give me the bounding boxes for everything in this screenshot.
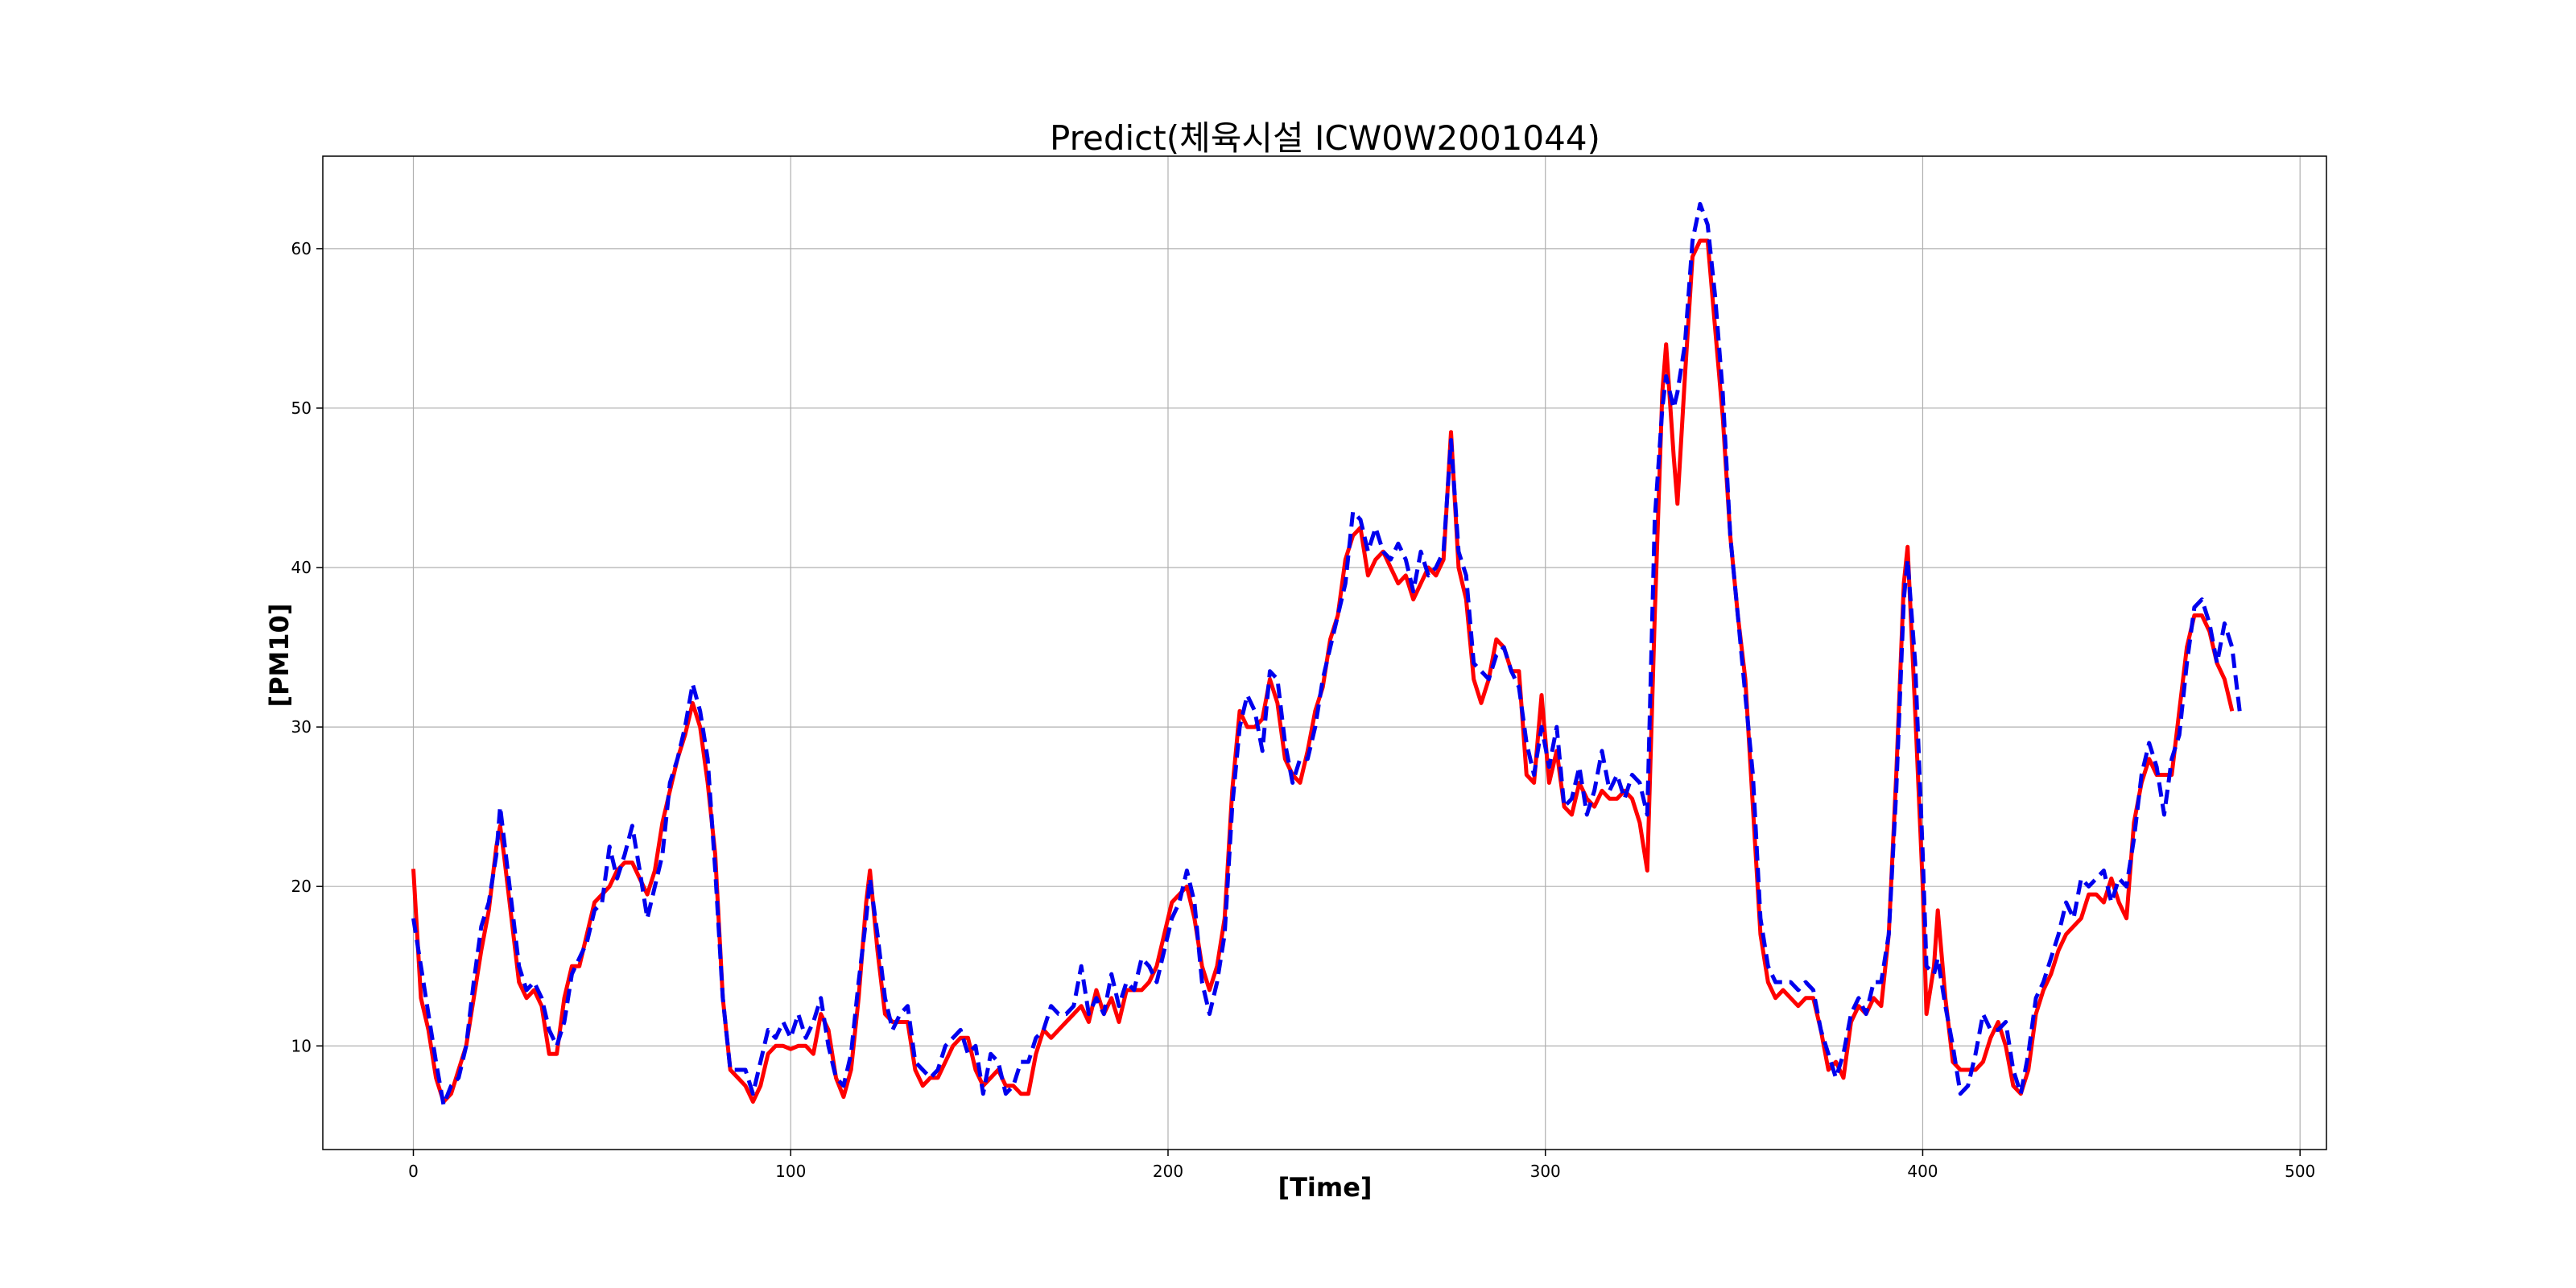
x-tick-label: 200 xyxy=(1153,1162,1183,1181)
y-tick-label: 20 xyxy=(291,877,312,896)
plot-frame xyxy=(322,155,2327,1150)
series-layer xyxy=(411,201,2242,1107)
x-tick-label: 500 xyxy=(2285,1162,2315,1181)
series-line-2 xyxy=(411,201,2242,1107)
y-tick-label: 50 xyxy=(291,398,312,418)
y-tick-label: 10 xyxy=(291,1036,312,1055)
chart-title: Predict(체육시설 ICW0W2001044) xyxy=(1050,118,1600,158)
x-axis-label: [Time] xyxy=(1278,1172,1372,1203)
x-tick-label: 300 xyxy=(1530,1162,1561,1181)
y-tick-label: 40 xyxy=(291,558,312,577)
y-tick-label: 60 xyxy=(291,239,312,258)
x-tick-label: 0 xyxy=(408,1162,419,1181)
y-tick-label: 30 xyxy=(291,717,312,737)
x-tick-label: 400 xyxy=(1907,1162,1938,1181)
tick-layer: 0 100 200 300 400 500 10 20 30 40 50 60 xyxy=(291,239,2316,1181)
y-axis-label: [PM10] xyxy=(264,603,295,707)
x-tick-label: 100 xyxy=(775,1162,806,1181)
